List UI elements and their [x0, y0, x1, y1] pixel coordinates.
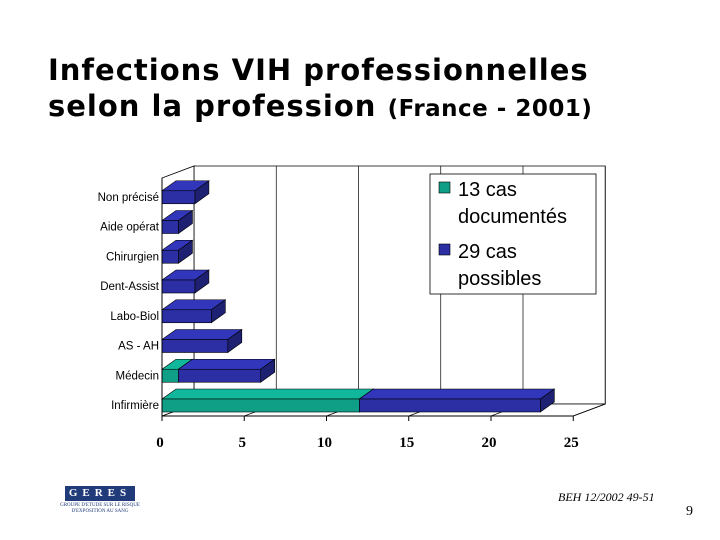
- title-line-1: Infections VIH professionnelles: [48, 53, 589, 87]
- title-line-2: selon la profession (France - 2001): [48, 88, 592, 127]
- category-label: Chirurgien: [106, 251, 159, 263]
- bar: [359, 398, 541, 413]
- bar: [178, 368, 261, 383]
- category-label: Infirmière: [111, 400, 159, 412]
- legend-label: 13 cas documentés: [458, 179, 567, 228]
- category-label: Dent-Assist: [100, 281, 160, 293]
- geres-logo: GERES GROUPE D'ETUDE SUR LE RISQUE D'EXP…: [55, 486, 145, 518]
- chart-title: Infections VIH professionnelles selon la…: [48, 52, 592, 127]
- title-line-2-main: selon la profession: [48, 89, 377, 123]
- bar: [161, 309, 212, 324]
- x-tick-label: 5: [239, 435, 247, 451]
- logo-mark: GERES: [65, 486, 135, 501]
- x-tick-label: 10: [317, 435, 332, 451]
- bar-top: [358, 388, 556, 400]
- bar: [161, 368, 179, 383]
- title-line-2-sub: (France - 2001): [387, 96, 593, 122]
- gridline-floor: [573, 403, 606, 417]
- bar: [161, 279, 196, 294]
- legend-box: [429, 173, 597, 295]
- bar: [161, 339, 229, 353]
- page-number: 9: [686, 504, 693, 519]
- legend-swatch: [438, 243, 451, 256]
- x-tick-label: 20: [482, 435, 497, 451]
- logo-subtitle: GROUPE D'ETUDE SUR LE RISQUE D'EXPOSITIO…: [60, 503, 140, 514]
- x-tick-label: 15: [399, 435, 414, 451]
- category-label: Non précisé: [98, 192, 159, 204]
- bar-top: [161, 388, 375, 400]
- bar: [161, 249, 179, 264]
- x-tick-label: 0: [156, 435, 164, 451]
- bar-top: [177, 358, 276, 370]
- category-label: AS - AH: [118, 341, 159, 353]
- legend-label: 29 cas possibles: [458, 241, 541, 290]
- legend-swatch: [438, 181, 451, 194]
- category-label: Médecin: [116, 370, 159, 382]
- bar: [161, 220, 179, 234]
- source-citation: BEH 12/2002 49-51: [558, 490, 655, 504]
- category-label: Labo-Biol: [110, 311, 159, 323]
- category-label: Aide opérat: [100, 222, 160, 234]
- x-tick-label: 25: [564, 435, 579, 451]
- bar: [161, 190, 196, 205]
- bar: [161, 398, 360, 413]
